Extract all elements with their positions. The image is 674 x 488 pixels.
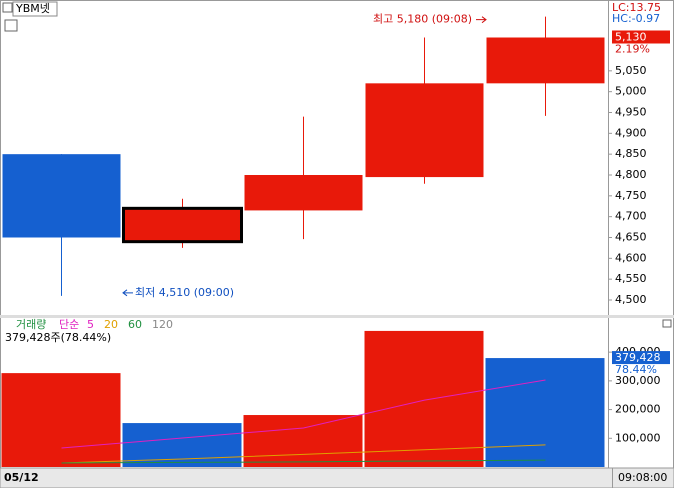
table-icon[interactable]: [4, 19, 18, 32]
candle-body: [365, 83, 484, 178]
volume-summary: 379,428주(78.44%): [5, 331, 111, 344]
legend-entry: 60: [128, 318, 142, 331]
y-tick-label: 300,000: [615, 374, 661, 387]
volume-bar: [364, 330, 484, 467]
y-tick-label: 4,750: [615, 189, 647, 202]
ma-label: 단순: [59, 318, 79, 331]
legend-entry: 5: [87, 318, 94, 331]
y-tick-label: 4,850: [615, 147, 647, 160]
y-tick-label: 5,000: [615, 85, 647, 98]
time-label: 09:08:00: [618, 471, 667, 484]
high-note: 최고 5,180 (09:08): [373, 13, 472, 26]
lc: LC:13.75: [612, 1, 661, 14]
last-change: 2.19%: [615, 43, 650, 56]
ma-line: [61, 379, 546, 449]
high-arrow: [476, 16, 487, 24]
candle-body: [486, 37, 605, 84]
last-volume-box: [612, 351, 670, 365]
last-ratio: 78.44%: [615, 363, 657, 376]
last-price-box: [612, 30, 670, 44]
y-tick-label: 4,950: [615, 106, 647, 119]
date-label: 05/12: [4, 471, 39, 484]
y-tick-label: 4,550: [615, 272, 647, 285]
y-tick-label: 100,000: [615, 431, 661, 444]
last-price: 5,130: [615, 31, 647, 44]
time-bar: [0, 467, 674, 488]
candle-body: [122, 206, 243, 244]
y-tick-label: 4,650: [615, 231, 647, 244]
candle-body: [244, 175, 363, 211]
hc: HC:-0.97: [612, 12, 660, 25]
legend-entry: 20: [104, 318, 118, 331]
ma-line: [61, 459, 546, 464]
y-tick-label: 200,000: [615, 403, 661, 416]
symbol-box[interactable]: [12, 1, 58, 17]
pane-divider: [0, 315, 674, 318]
symbol: YBM넷: [15, 2, 50, 15]
y-tick-label: 4,500: [615, 293, 647, 306]
low-note: 최저 4,510 (09:00): [135, 286, 234, 299]
volume-bar: [485, 358, 605, 467]
candle-body: [2, 154, 121, 238]
legend-entry: 120: [152, 318, 173, 331]
low-arrow: [122, 289, 133, 297]
ma-line: [61, 444, 546, 464]
y-tick-label: 4,700: [615, 210, 647, 223]
y-tick-label: 4,600: [615, 251, 647, 264]
volume-bar: [122, 423, 242, 467]
y-tick-label: 5,050: [615, 64, 647, 77]
last-volume: 379,428: [615, 351, 661, 364]
y-tick-label: 4,800: [615, 168, 647, 181]
volume-bar: [1, 373, 121, 467]
volume-title: 거래량: [16, 318, 46, 331]
volume-bar: [243, 415, 363, 467]
menu-icon[interactable]: [2, 2, 13, 13]
y-tick-label: 4,900: [615, 126, 647, 139]
pane-close[interactable]: [662, 319, 672, 328]
